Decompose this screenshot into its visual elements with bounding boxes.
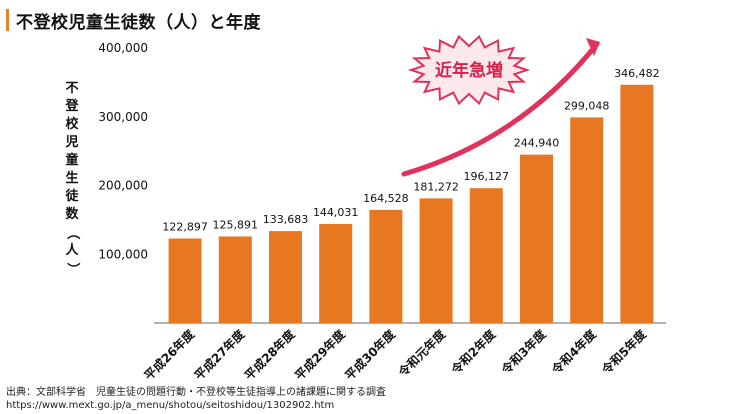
source-note: 出典：文部科学省 児童生徒の問題行動・不登校等生徒指導上の諸課題に関する調査 h… (6, 386, 386, 412)
y-axis-label-char: 数 (65, 207, 79, 222)
y-axis-label-char: 不 (65, 81, 79, 96)
bar-value-label: 346,482 (614, 67, 660, 80)
y-axis-label-char: 児 (65, 135, 79, 150)
y-axis-label-char: 徒 (65, 189, 79, 204)
y-axis-label: 不登校児童生徒数（人） (62, 80, 82, 278)
bar (218, 236, 252, 323)
source-line-2[interactable]: https://www.mext.go.jp/a_menu/shotou/sei… (6, 400, 335, 411)
bar (520, 154, 553, 323)
title-accent-bar (6, 9, 9, 31)
bar (419, 198, 453, 323)
bar-value-label: 181,272 (413, 180, 459, 193)
x-tick-label: 令和5年度 (598, 326, 650, 378)
x-tick-label: 令和元年度 (394, 326, 448, 380)
y-tick-label: 200,000 (98, 179, 148, 193)
y-tick-label: 400,000 (98, 41, 148, 55)
bar-value-label: 125,891 (213, 218, 259, 231)
bar-value-label: 122,897 (162, 221, 208, 234)
x-tick-label: 令和3年度 (497, 326, 549, 378)
bar (469, 188, 503, 323)
bar (620, 84, 654, 323)
x-tick-label: 平成29年度 (291, 326, 348, 383)
y-axis-label-char: 校 (65, 117, 79, 132)
chart-title: 不登校児童生徒数（人）と年度 (16, 13, 261, 33)
trend-arrow (401, 41, 600, 177)
bar (319, 223, 353, 323)
bar (369, 209, 403, 323)
bar-value-label: 196,127 (464, 170, 510, 183)
bar (168, 238, 202, 323)
y-tick-label: 300,000 (98, 110, 148, 124)
bar (570, 117, 604, 323)
y-axis-label-char: 童 (65, 153, 79, 168)
burst-shape (407, 34, 531, 106)
bar-value-label: 299,048 (564, 99, 610, 112)
surge-badge: 近年急増 (407, 34, 531, 106)
x-tick-label: 平成28年度 (241, 326, 298, 383)
bar (269, 231, 302, 323)
y-axis-label-char: 人 (65, 243, 79, 258)
x-tick-label: 平成27年度 (191, 326, 248, 383)
source-line-1: 出典：文部科学省 児童生徒の問題行動・不登校等生徒指導上の諸課題に関する調査 (6, 387, 386, 398)
y-axis-label-char: 生 (65, 171, 79, 186)
badge-text: 近年急増 (435, 60, 503, 81)
bar-value-label: 244,940 (514, 137, 560, 150)
x-tick-label: 平成30年度 (342, 326, 399, 383)
bar-value-label: 133,683 (263, 213, 309, 226)
bar-value-label: 164,528 (363, 192, 409, 205)
y-axis-label-char: 登 (65, 99, 79, 114)
y-tick-label: 100,000 (98, 247, 148, 261)
x-tick-label: 令和4年度 (548, 326, 600, 378)
trend-arrowhead (586, 38, 600, 56)
x-tick-label: 平成26年度 (141, 326, 198, 383)
x-tick-label: 令和2年度 (447, 326, 499, 378)
bar-value-label: 144,031 (313, 206, 359, 219)
